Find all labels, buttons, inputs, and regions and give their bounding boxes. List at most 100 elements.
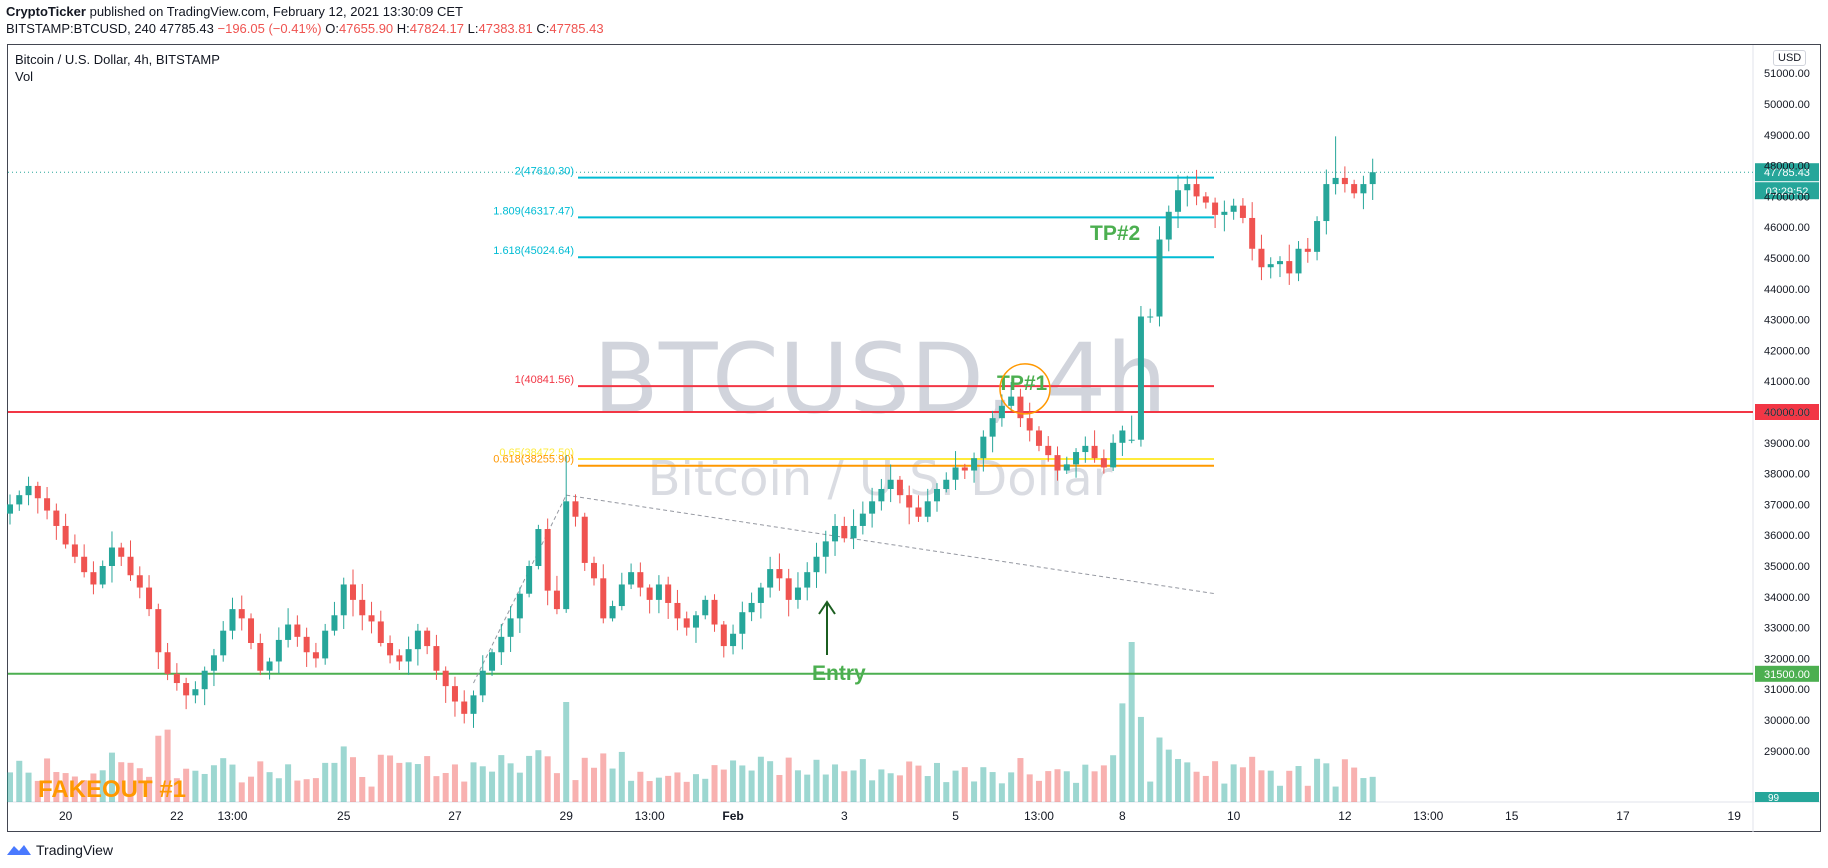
tradingview-logo[interactable]: TradingView: [6, 842, 113, 858]
volume-legend[interactable]: Vol: [15, 69, 34, 84]
volume-bar: [748, 770, 755, 802]
candle-body: [934, 489, 940, 502]
series-legend-title[interactable]: Bitcoin / U.S. Dollar, 4h, BITSTAMP: [15, 52, 220, 67]
candle-body: [1017, 396, 1024, 419]
volume-bar: [1193, 771, 1200, 802]
volume-bar: [1304, 785, 1311, 802]
annotation-entry: Entry: [812, 662, 866, 685]
volume-bar: [1184, 762, 1191, 802]
brand-name: TradingView: [36, 842, 114, 858]
candle-body: [451, 686, 458, 702]
annotation-tp1: TP#1: [997, 372, 1048, 395]
volume-bar: [757, 756, 764, 802]
candle-body: [1110, 442, 1117, 468]
candle-body: [16, 495, 23, 505]
volume-bar: [238, 782, 245, 802]
volume-bar: [980, 767, 987, 802]
candle-body: [1082, 445, 1089, 453]
candle-body: [822, 541, 829, 557]
volume-bar: [665, 775, 672, 802]
volume-bar: [507, 763, 514, 802]
candle-body: [1091, 445, 1098, 459]
time-tick-label: 5: [952, 809, 959, 823]
candle-body: [683, 618, 690, 628]
volume-bar: [442, 772, 449, 802]
candle-body: [331, 615, 338, 631]
candle-body: [1193, 184, 1200, 197]
candle-body: [998, 405, 1005, 419]
candle-body: [618, 584, 625, 607]
volume-bar: [1165, 749, 1172, 802]
time-tick-label: 12: [1338, 809, 1352, 823]
volume-bar: [1239, 767, 1246, 802]
candle-body: [915, 507, 922, 517]
price-tick-label: 37000.00: [1764, 499, 1810, 511]
candle-body: [563, 501, 570, 610]
candle-body: [581, 516, 588, 563]
volume-bar: [544, 756, 551, 802]
price-tick-label: 45000.00: [1764, 253, 1810, 265]
candle-body: [1165, 211, 1172, 240]
volume-bar: [396, 762, 403, 802]
fib-level-label: 2(47610.30): [515, 166, 574, 178]
candle-body: [692, 615, 699, 628]
candle-body: [1063, 464, 1070, 471]
volume-bar: [368, 786, 375, 802]
candle-body: [220, 630, 227, 656]
time-axis[interactable]: 20 22 13:00 25 27 29 13:00 Feb 3 5 13:00 8 10 12 13:00…: [59, 809, 1741, 823]
chart-frame: [7, 44, 1821, 832]
volume-bar: [1110, 755, 1117, 802]
candle-body: [1369, 172, 1376, 185]
volume-bar: [822, 774, 829, 802]
fib-extension[interactable]: 2(47610.30) 1.809(46317.47) 1.618(45024.64…: [473, 166, 1216, 684]
volume-bar: [53, 772, 60, 802]
candle-body: [368, 615, 375, 622]
volume-bar: [720, 769, 727, 802]
volume-bar: [655, 777, 662, 802]
price-tick-label: 31000.00: [1764, 684, 1810, 696]
volume-bar: [618, 751, 625, 802]
time-tick-label: 10: [1227, 809, 1241, 823]
candle-body: [405, 649, 412, 662]
candle-body: [34, 485, 41, 499]
volume-bar: [1063, 771, 1070, 802]
volume-bar: [340, 746, 347, 802]
candle-body: [312, 652, 319, 659]
volume-bar: [813, 759, 820, 802]
candle-body: [470, 695, 477, 714]
candle-body: [869, 501, 876, 514]
candle-body: [665, 584, 672, 603]
horizontal-lines[interactable]: 40000.00 31500.00 47785.43 03:29:52 99: [8, 163, 1819, 804]
candle-body: [71, 544, 78, 557]
candle-body: [53, 510, 60, 526]
price-axis[interactable]: 29000.00 30000.00 31000.00 32000.00 33000.00…: [1764, 68, 1810, 758]
price-axis-badge: [1755, 404, 1819, 420]
currency-badge[interactable]: USD: [1773, 50, 1807, 66]
volume-bar: [906, 761, 913, 802]
candle-body: [44, 498, 51, 511]
volume-bar: [646, 781, 653, 802]
time-tick-label: 15: [1505, 809, 1519, 823]
volume-bar: [1249, 756, 1256, 802]
volume-bar: [71, 776, 78, 802]
candle-body: [118, 547, 125, 557]
candle-body: [1119, 430, 1126, 443]
entry-arrow-head: [818, 600, 836, 615]
time-tick-label: 22: [170, 809, 184, 823]
candle-body: [377, 621, 384, 643]
volume-bar: [776, 774, 783, 802]
last-price-label: 47785.43: [1764, 167, 1810, 179]
price-change: −196.05 (−0.41%): [217, 21, 322, 36]
volume-bars: [7, 642, 1376, 802]
candle-body: [674, 602, 681, 619]
candle-body: [387, 643, 394, 656]
candle-body: [887, 479, 894, 489]
candle-body: [1100, 458, 1107, 468]
volume-bar: [1202, 775, 1209, 802]
price-tick-label: 51000.00: [1764, 68, 1810, 80]
time-tick-label: 13:00: [1413, 809, 1443, 823]
author-name[interactable]: CryptoTicker: [6, 4, 86, 19]
chart-grid: [8, 45, 1820, 832]
annotations[interactable]: TP#2 TP#1 Entry FAKEOUT #1: [38, 222, 1140, 803]
